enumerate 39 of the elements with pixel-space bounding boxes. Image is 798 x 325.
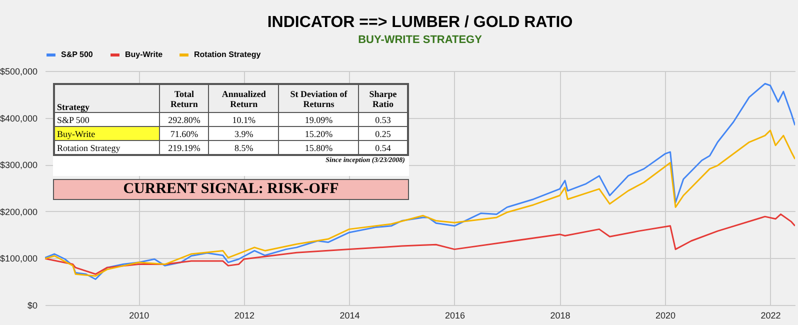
y-tick-label: $200,000 — [0, 206, 38, 217]
annotation: 15.80% — [278, 140, 359, 155]
annotation: 0.25 — [358, 126, 408, 140]
x-tick-label: 2022 — [760, 310, 781, 320]
annotation: 292.80% — [160, 112, 209, 126]
annotation: Rotation Strategy — [54, 140, 160, 155]
x-tick-label: 2018 — [550, 310, 570, 320]
x-tick-label: 2020 — [655, 310, 676, 320]
annotation: 10.1% — [208, 112, 279, 126]
legend-label: Buy-Write — [125, 50, 164, 59]
annotation: S&P 500 — [54, 112, 160, 126]
y-tick-label: $100,000 — [0, 254, 38, 264]
annotation: Strategy — [54, 84, 160, 112]
y-tick-label: $0 — [27, 300, 38, 310]
y-tick-label: $500,000 — [0, 66, 38, 76]
chart-title: INDICATOR ==> LUMBER / GOLD RATIO — [267, 14, 573, 31]
x-tick-label: 2012 — [234, 310, 254, 320]
annotation: 219.19% — [160, 140, 209, 155]
annotation: 19.09% — [278, 112, 359, 126]
chart-subtitle: BUY-WRITE STRATEGY — [358, 34, 483, 46]
legend-label: Rotation Strategy — [194, 50, 262, 59]
y-tick-label: $400,000 — [0, 113, 38, 124]
x-tick-label: 2014 — [340, 310, 360, 320]
annotation: 0.54 — [358, 140, 408, 155]
annotation: 3.9% — [208, 126, 279, 140]
annotation: 71.60% — [160, 126, 209, 140]
annotation: 15.20% — [278, 126, 359, 140]
annotation: 0.53 — [358, 112, 408, 126]
annotation: Buy-Write — [54, 126, 160, 140]
x-tick-label: 2016 — [444, 310, 465, 320]
signal-banner: CURRENT SIGNAL: RISK-OFF — [53, 179, 409, 200]
annotation: St Deviation of Returns — [278, 84, 359, 112]
annotation: 8.5% — [208, 140, 279, 155]
legend-label: S&P 500 — [61, 50, 94, 59]
x-tick-label: 2010 — [129, 310, 150, 320]
annotation: Total Return — [160, 84, 209, 112]
y-tick-label: $300,000 — [0, 160, 38, 170]
annotation: Annualized Return — [208, 84, 279, 112]
annotation: Sharpe Ratio — [358, 84, 408, 112]
